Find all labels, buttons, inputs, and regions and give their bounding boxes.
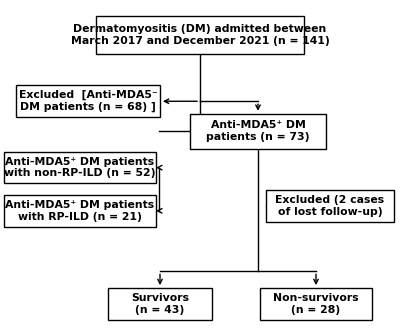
Bar bbox=[190, 114, 326, 148]
Text: Survivors
(n = 43): Survivors (n = 43) bbox=[131, 293, 189, 315]
Bar bbox=[4, 152, 156, 183]
Text: Dermatomyositis (DM) admitted between
March 2017 and December 2021 (n = 141): Dermatomyositis (DM) admitted between Ma… bbox=[71, 24, 329, 46]
Text: Anti-MDA5⁺ DM
patients (n = 73): Anti-MDA5⁺ DM patients (n = 73) bbox=[206, 120, 310, 142]
Bar bbox=[4, 195, 156, 226]
Text: Excluded (2 cases
of lost follow-up): Excluded (2 cases of lost follow-up) bbox=[276, 195, 384, 217]
Bar bbox=[260, 288, 372, 319]
Text: Anti-MDA5⁺ DM patients
with RP-ILD (n = 21): Anti-MDA5⁺ DM patients with RP-ILD (n = … bbox=[6, 200, 154, 222]
Bar bbox=[108, 288, 212, 319]
Text: Anti-MDA5⁺ DM patients
with non-RP-ILD (n = 52): Anti-MDA5⁺ DM patients with non-RP-ILD (… bbox=[4, 157, 156, 179]
Text: Excluded  [Anti-MDA5⁻
DM patients (n = 68) ]: Excluded [Anti-MDA5⁻ DM patients (n = 68… bbox=[19, 90, 157, 112]
Bar bbox=[16, 85, 160, 117]
Text: Non-survivors
(n = 28): Non-survivors (n = 28) bbox=[273, 293, 359, 315]
Bar bbox=[96, 16, 304, 54]
Bar bbox=[266, 190, 394, 222]
